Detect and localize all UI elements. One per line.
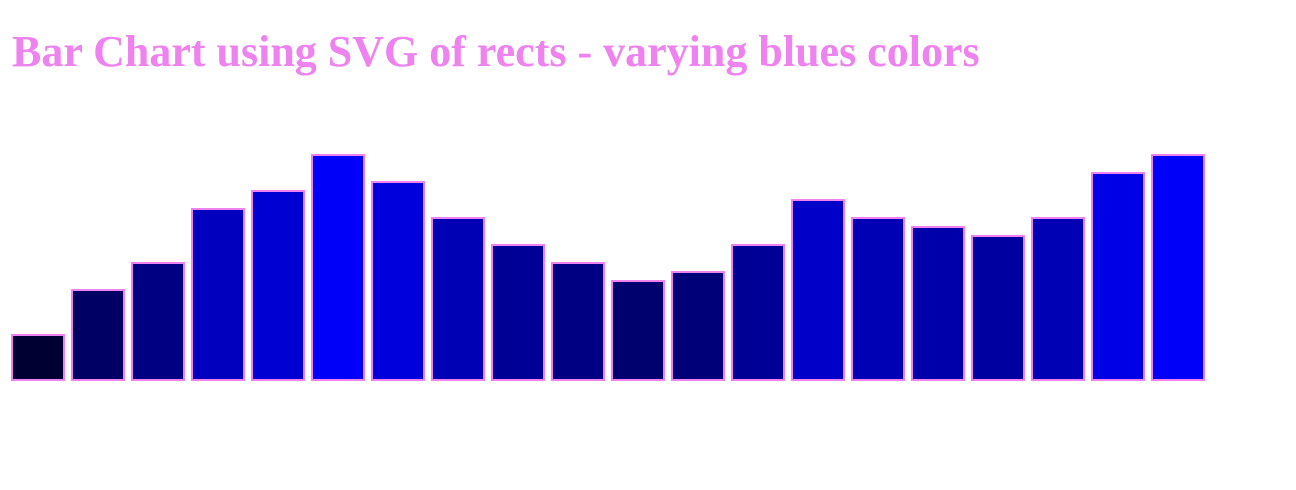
bar-11 bbox=[611, 280, 665, 381]
bar-4 bbox=[191, 208, 245, 381]
bar-18 bbox=[1031, 217, 1085, 381]
bar-15 bbox=[851, 217, 905, 381]
bar-10 bbox=[551, 262, 605, 381]
bar-14 bbox=[791, 199, 845, 381]
bar-1 bbox=[11, 334, 65, 381]
bar-9 bbox=[491, 244, 545, 381]
bar-17 bbox=[971, 235, 1025, 381]
bar-5 bbox=[251, 190, 305, 381]
bar-7 bbox=[371, 181, 425, 381]
bar-12 bbox=[671, 271, 725, 381]
bar-20 bbox=[1151, 154, 1205, 381]
bar-2 bbox=[71, 289, 125, 381]
bar-8 bbox=[431, 217, 485, 381]
bar-16 bbox=[911, 226, 965, 381]
bar-13 bbox=[731, 244, 785, 381]
page-title: Bar Chart using SVG of rects - varying b… bbox=[12, 27, 980, 76]
bar-19 bbox=[1091, 172, 1145, 381]
bar-3 bbox=[131, 262, 185, 381]
bar-6 bbox=[311, 154, 365, 381]
